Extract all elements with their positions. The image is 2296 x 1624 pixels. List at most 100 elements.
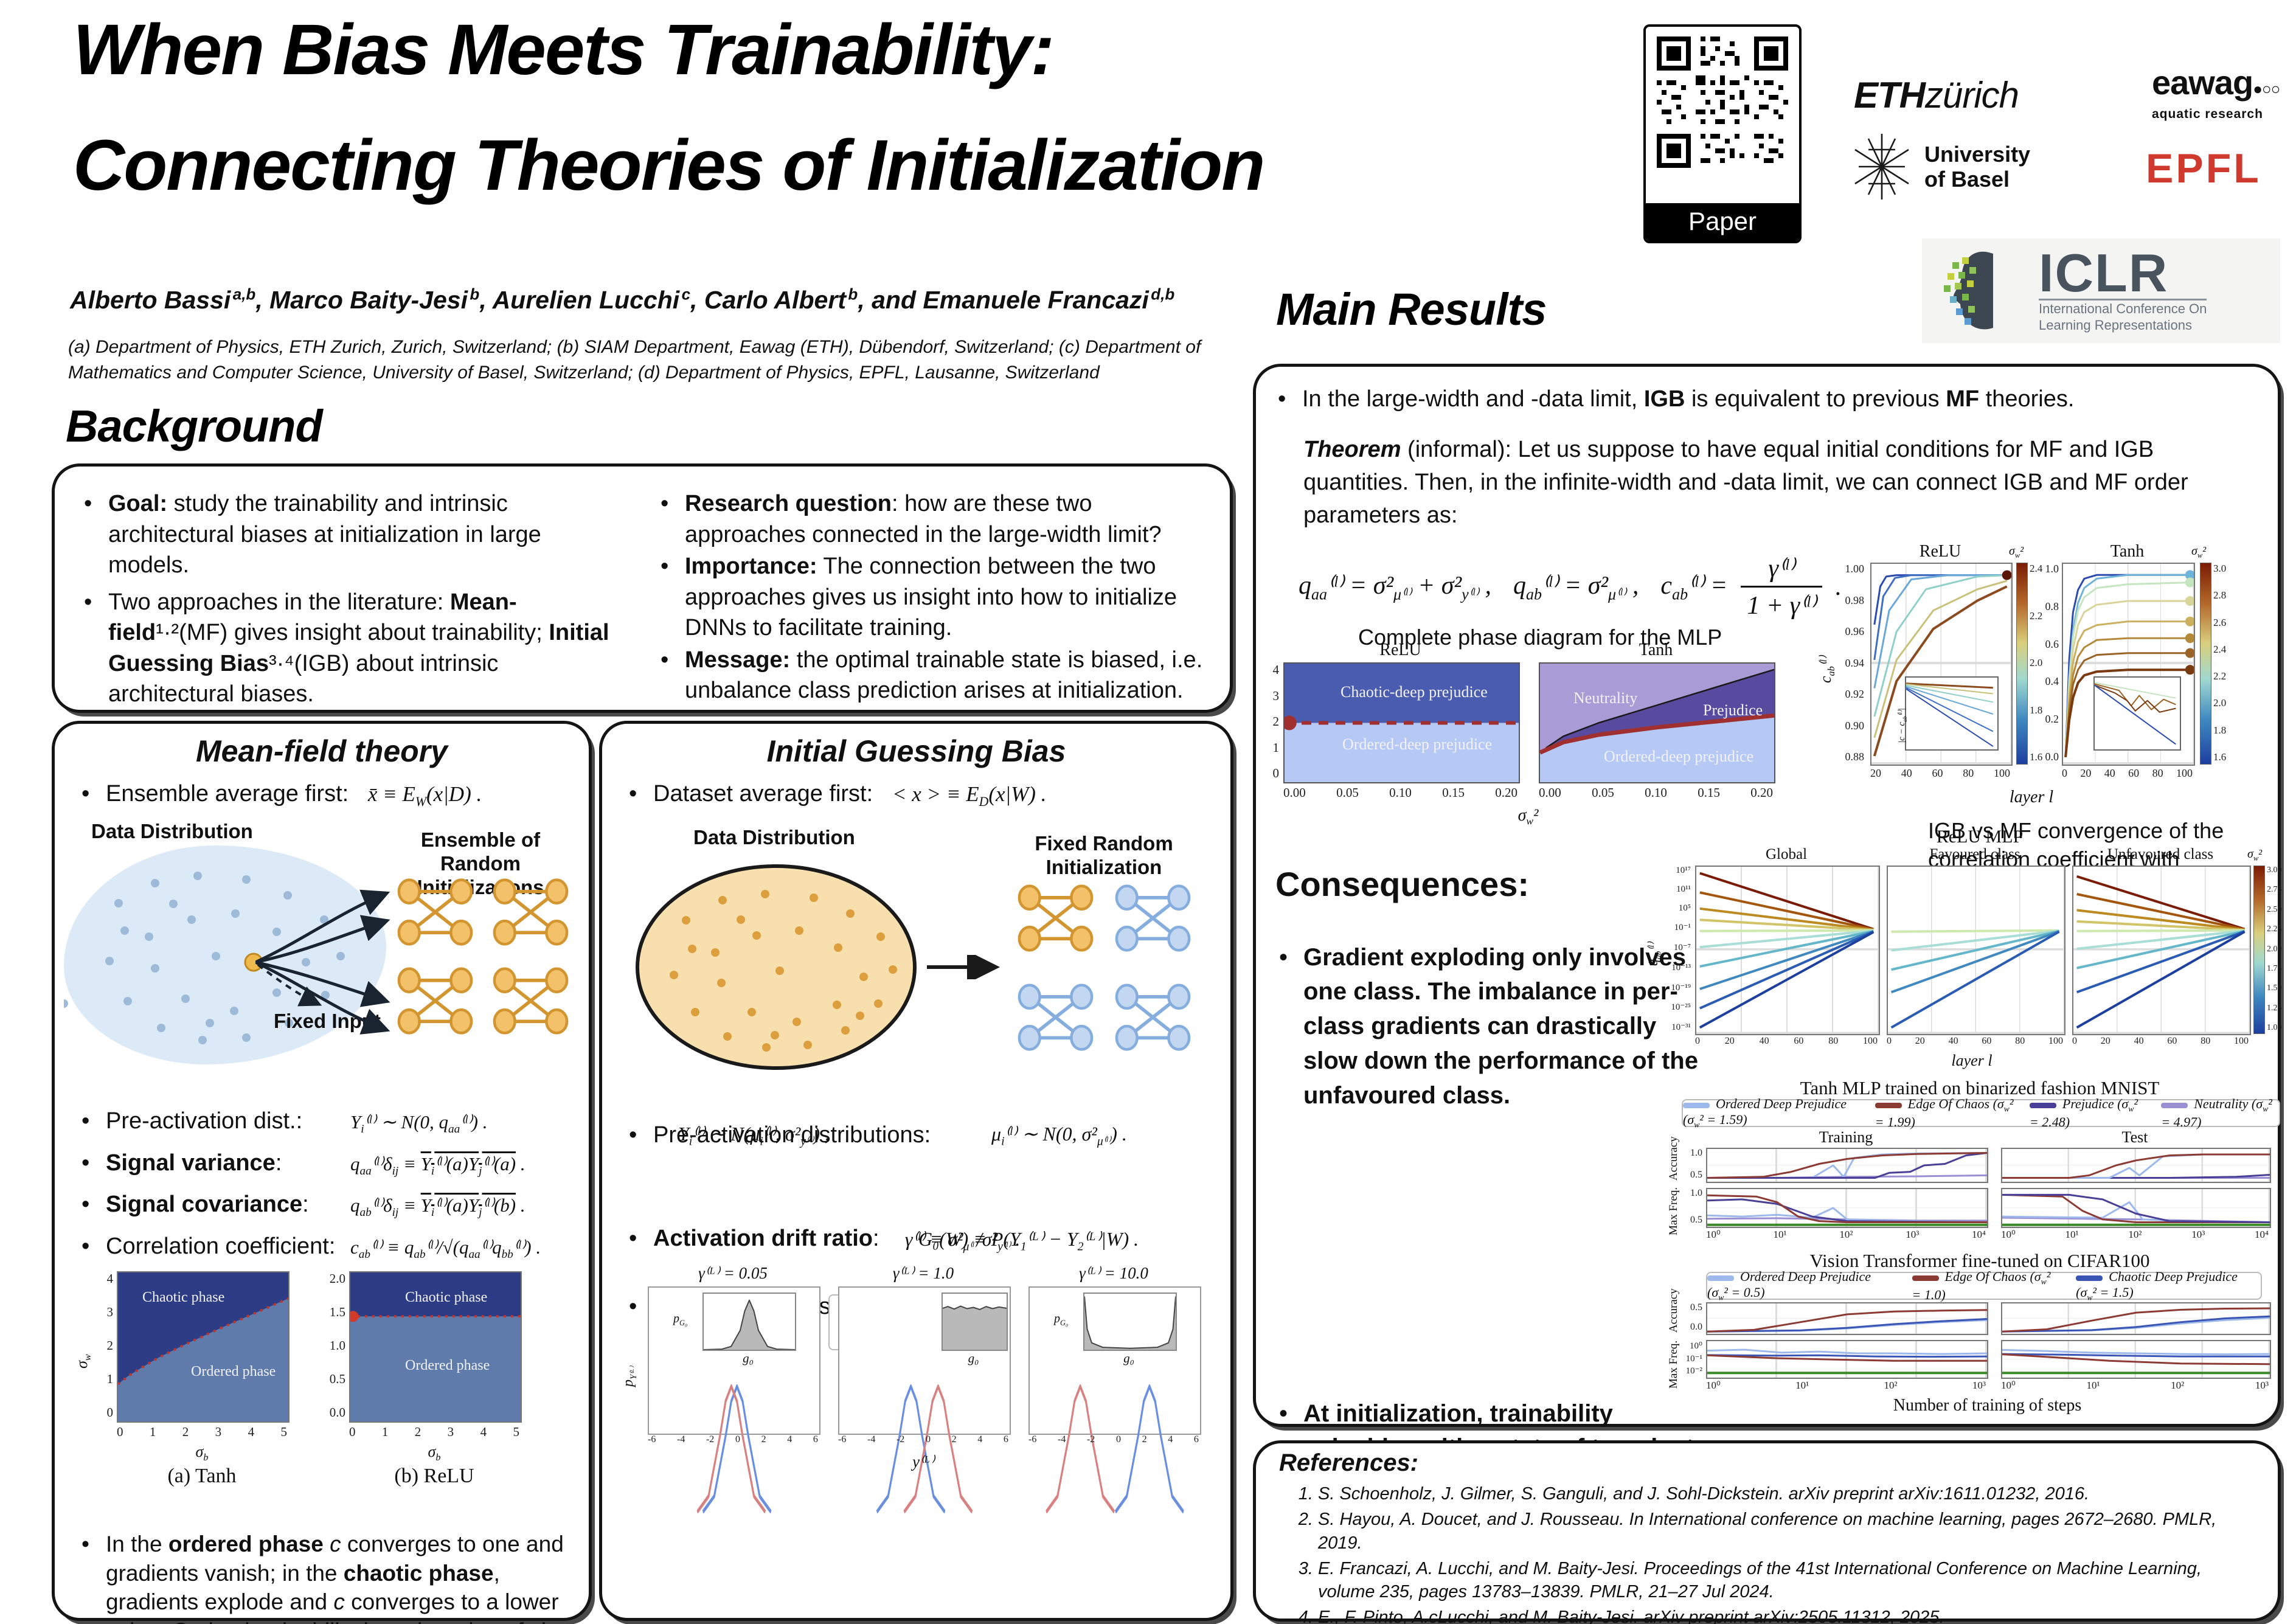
igb-bullet-dataset: Dataset average first: < x > ≡ ED(x|W) . bbox=[625, 779, 1237, 811]
authors-line: Alberto Bassi a,b, Marco Baity-Jesi b, A… bbox=[70, 285, 1174, 314]
mlp-phase-relu-plot: Chaotic-deep prejudice Ordered-deep prej… bbox=[1283, 662, 1520, 783]
qr-code: Paper bbox=[1643, 24, 1802, 243]
grad-favoured-plot bbox=[1887, 866, 2065, 1035]
network-icon bbox=[1014, 982, 1097, 1052]
igb-bullet-drift: Activation drift ratio: γ⁽ˡ⁾ ≡ σ²μ⁽ˡ⁾/σ²… bbox=[625, 1223, 1254, 1255]
tanh-train-accuracy-plot bbox=[1706, 1148, 1988, 1183]
reference-item: S. Schoenholz, J. Gilmer, S. Ganguli, an… bbox=[1318, 1482, 2253, 1505]
section-heading-main-results: Main Results bbox=[1276, 284, 1547, 335]
logo-iclr: ICLR International Conference On Learning… bbox=[1922, 238, 2280, 343]
logo-epfl: EPFL bbox=[2146, 145, 2261, 192]
background-box: Goal: study the trainability and intrins… bbox=[52, 463, 1233, 713]
mf-bullet: Signal variance: qaa⁽ˡ⁾δij ≡ Yi⁽ˡ⁾(a)Yj⁽… bbox=[78, 1148, 571, 1179]
network-icon bbox=[490, 877, 572, 947]
conv-tanh-inset bbox=[2093, 676, 2181, 751]
mf-phase-xlabel: σb bbox=[195, 1443, 209, 1463]
author: Aurelien Lucchi c, bbox=[492, 285, 704, 314]
background-bullet: Goal: study the trainability and intrins… bbox=[80, 488, 619, 581]
mf-bullet: Signal covariance: qab⁽ˡ⁾δij ≡ Yi⁽ˡ⁾(a)Y… bbox=[78, 1189, 571, 1221]
reference-item: E. Francazi, A. Lucchi, and M. Baity-Jes… bbox=[1318, 1557, 2253, 1604]
igb-eq-dataset: < x > ≡ ED(x|W) . bbox=[892, 782, 1047, 809]
iclr-wordmark: ICLR bbox=[2039, 246, 2207, 300]
g0-panel-low: pG₀ g₀ bbox=[648, 1286, 820, 1513]
g0-inset-mid bbox=[942, 1293, 1008, 1351]
vit-train-maxfreq-plot bbox=[1706, 1340, 1988, 1379]
author: Carlo Albert b, and bbox=[704, 285, 923, 314]
mf-bullet-ensemble: Ensemble average first: x̄ ≡ EW(x|D) . bbox=[78, 779, 598, 811]
main-phase-caption: Complete phase diagram for the MLP bbox=[1358, 625, 1722, 650]
tanh-fig-title: Tanh MLP trained on binarized fashion MN… bbox=[1800, 1077, 2160, 1098]
poster-title-line2: Connecting Theories of Initialization bbox=[73, 125, 1265, 206]
legend-item: Prejudice (σw² = 2.48) bbox=[2029, 1096, 2138, 1130]
vit-test-maxfreq-plot bbox=[2001, 1340, 2271, 1379]
references-heading: References: bbox=[1279, 1449, 1419, 1476]
g0-panel-mid: g₀ bbox=[838, 1286, 1011, 1513]
references-list: S. Schoenholz, J. Gilmer, S. Ganguli, an… bbox=[1286, 1482, 2253, 1624]
tanh-fig-legend: Ordered Deep Prejudice (σw² = 1.59) Edge… bbox=[1682, 1096, 2280, 1130]
mf-label-data-distribution: Data Distribution bbox=[91, 820, 253, 842]
panel-mean-field: Mean-field theory Ensemble average first… bbox=[52, 721, 592, 1624]
main-theorem: Theorem (informal): Let us suppose to ha… bbox=[1303, 437, 2188, 528]
vit-test-accuracy-plot bbox=[2001, 1302, 2271, 1335]
qr-paper-label: Paper bbox=[1646, 203, 1799, 241]
mf-data-blob bbox=[64, 845, 386, 1064]
author: Marco Baity-Jesi b, bbox=[269, 285, 493, 314]
panel-igb: Initial Guessing Bias Dataset average fi… bbox=[599, 721, 1233, 1621]
reference-item: S. Hayou, A. Doucet, and J. Rousseau. In… bbox=[1318, 1508, 2253, 1555]
mf-phase-tanh-plot: Chaotic phase Ordered phase bbox=[117, 1271, 290, 1423]
vit-fig-legend: Ordered Deep Prejudice (σw² = 0.5) Edge … bbox=[1706, 1269, 2262, 1302]
mf-caption-tanh: (a) Tanh bbox=[167, 1465, 237, 1487]
igb-title: Initial Guessing Bias bbox=[766, 734, 1066, 768]
network-icon bbox=[394, 877, 476, 947]
conv-tanh-colorbar bbox=[2200, 563, 2211, 765]
mf-phase-ylabel: σw bbox=[73, 1354, 94, 1369]
legend-item: Edge Of Chaos (σw² = 1.0) bbox=[1912, 1269, 2051, 1302]
basel-star-icon bbox=[1854, 134, 1909, 200]
g0-xlabel: y⁽ᴸ⁾ bbox=[912, 1452, 935, 1471]
background-col2: Research question: how are these two app… bbox=[657, 488, 1207, 707]
reference-item: E., F. Pinto, A.cLucchi, and M. Baity-Je… bbox=[1318, 1606, 2253, 1624]
background-col1: Goal: study the trainability and intrins… bbox=[80, 488, 619, 716]
logo-eawag: eawag●○○ aquatic research bbox=[2152, 63, 2280, 122]
g0-inset-high bbox=[1083, 1293, 1177, 1351]
mf-phase-relu-plot: Chaotic phase Ordered phase bbox=[349, 1271, 522, 1423]
consequence-bullet-1: Gradient exploding only involves one cla… bbox=[1275, 940, 1702, 1113]
grad-unfavoured-plot bbox=[2072, 866, 2251, 1035]
consequences-heading: Consequences: bbox=[1275, 865, 1529, 903]
network-icon bbox=[1014, 883, 1097, 953]
main-equation: qaa⁽ˡ⁾ = σ²μ⁽ˡ⁾ + σ²y⁽ˡ⁾ , qab⁽ˡ⁾ = σ²μ⁽… bbox=[1299, 553, 1842, 620]
logo-university-basel: University of Basel bbox=[1850, 133, 2030, 201]
mf-bullets: Pre-activation dist.: Yi⁽ˡ⁾ ∼ N(0, qaa⁽ˡ… bbox=[78, 1106, 571, 1273]
mf-blob-dots-icon bbox=[64, 872, 345, 1044]
author: Emanuele Francazi d,b bbox=[923, 285, 1175, 314]
author: Alberto Bassi a,b, bbox=[70, 285, 270, 314]
tanh-test-maxfreq-plot bbox=[2001, 1188, 2271, 1228]
g0-panel-high: pG₀ g₀ bbox=[1028, 1286, 1201, 1513]
grad-xlabel: layer l bbox=[1951, 1052, 1993, 1069]
network-icon bbox=[1112, 883, 1194, 953]
network-icon bbox=[1112, 982, 1194, 1052]
conv-relu-colorbar bbox=[2016, 563, 2028, 765]
poster-title-line1: When Bias Meets Trainability: bbox=[73, 10, 1055, 90]
conv-xlabel: layer l bbox=[2009, 788, 2054, 807]
mlp-phase-xlabel: σw² bbox=[1517, 806, 1539, 827]
qr-pattern-icon bbox=[1657, 36, 1788, 168]
g0-ylabel: pY⁽ᴸ⁾ bbox=[620, 1366, 639, 1387]
logo-eth-zurich: ETHzürich bbox=[1854, 75, 2019, 116]
g0-inset-low bbox=[702, 1293, 796, 1351]
legend-item: Edge Of Chaos (σw² = 1.99) bbox=[1875, 1096, 2014, 1130]
main-bullet-1: In the large-width and -data limit, IGB … bbox=[1274, 384, 2287, 415]
affiliations: (a) Department of Physics, ETH Zurich, Z… bbox=[68, 337, 1201, 383]
igb-label-fixed-random: Fixed Random Initialization bbox=[1035, 832, 1173, 878]
network-icon bbox=[394, 966, 476, 1036]
main-results-box: In the large-width and -data limit, IGB … bbox=[1253, 364, 2282, 1600]
tanh-test-accuracy-plot bbox=[2001, 1148, 2271, 1183]
igb-eq-drift: γ⁽ˡ⁾ ≡ σ²μ⁽ˡ⁾/σ²y⁽ˡ⁾ . bbox=[904, 1228, 1021, 1254]
mf-bullet: Pre-activation dist.: Yi⁽ˡ⁾ ∼ N(0, qaa⁽ˡ… bbox=[78, 1106, 571, 1137]
vit-train-accuracy-plot bbox=[1706, 1302, 1988, 1335]
mean-field-title: Mean-field theory bbox=[196, 734, 448, 768]
background-bullet: Importance: The connection between the t… bbox=[657, 551, 1207, 644]
igb-arrow-icon bbox=[927, 955, 1000, 979]
igb-eq-preact-2: μi⁽ˡ⁾ ∼ N(0, σ²μ⁽ˡ⁾) . bbox=[991, 1123, 1127, 1148]
mf-fixed-input-arrow-icon bbox=[257, 963, 322, 1007]
